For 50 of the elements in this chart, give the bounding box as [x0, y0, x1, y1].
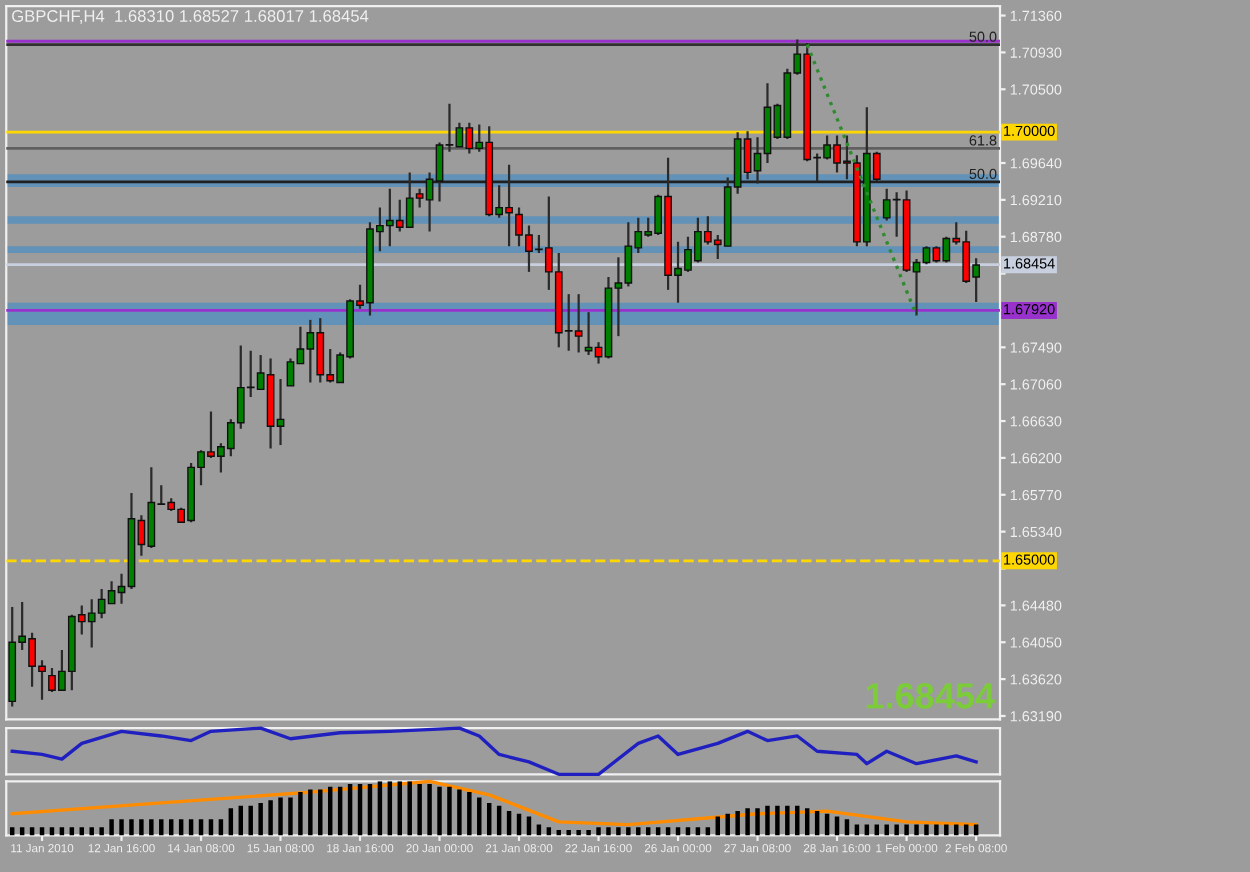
bar — [427, 784, 432, 836]
bar — [149, 819, 154, 836]
bar — [298, 792, 303, 836]
bar — [586, 829, 591, 836]
bar — [745, 808, 750, 836]
bar — [268, 800, 273, 836]
bar — [924, 824, 929, 836]
bar — [755, 808, 760, 836]
bar — [447, 786, 452, 836]
bar — [99, 827, 104, 836]
bar — [119, 819, 124, 836]
bar — [308, 789, 313, 836]
bar — [129, 819, 134, 836]
bar — [109, 819, 114, 836]
bar — [904, 824, 909, 836]
bar — [944, 824, 949, 836]
bar — [785, 805, 790, 836]
bar — [417, 784, 422, 836]
bar — [596, 827, 601, 836]
bar — [159, 819, 164, 836]
bar — [258, 802, 263, 836]
bar — [914, 824, 919, 836]
bar — [576, 829, 581, 836]
bar — [616, 827, 621, 836]
bar — [89, 827, 94, 836]
bar — [477, 797, 482, 836]
bar — [407, 781, 412, 836]
bar — [248, 805, 253, 836]
bar — [795, 805, 800, 836]
bar — [894, 824, 899, 836]
bar — [457, 789, 462, 836]
bar — [775, 805, 780, 836]
bar — [437, 786, 442, 836]
bar — [606, 827, 611, 836]
bar — [626, 827, 631, 836]
bar — [566, 829, 571, 836]
chart-title: GBPCHF,H4 1.68310 1.68527 1.68017 1.68454 — [12, 10, 369, 24]
bar — [467, 792, 472, 836]
bar — [278, 797, 283, 836]
bar — [636, 827, 641, 836]
bar — [318, 789, 323, 836]
bar — [288, 797, 293, 836]
bar — [884, 824, 889, 836]
bar — [765, 805, 770, 836]
bar — [735, 811, 740, 836]
bar — [139, 819, 144, 836]
annotation: 1.68454 — [866, 683, 995, 709]
bar — [934, 824, 939, 836]
bar — [954, 824, 959, 836]
bar — [725, 813, 730, 836]
